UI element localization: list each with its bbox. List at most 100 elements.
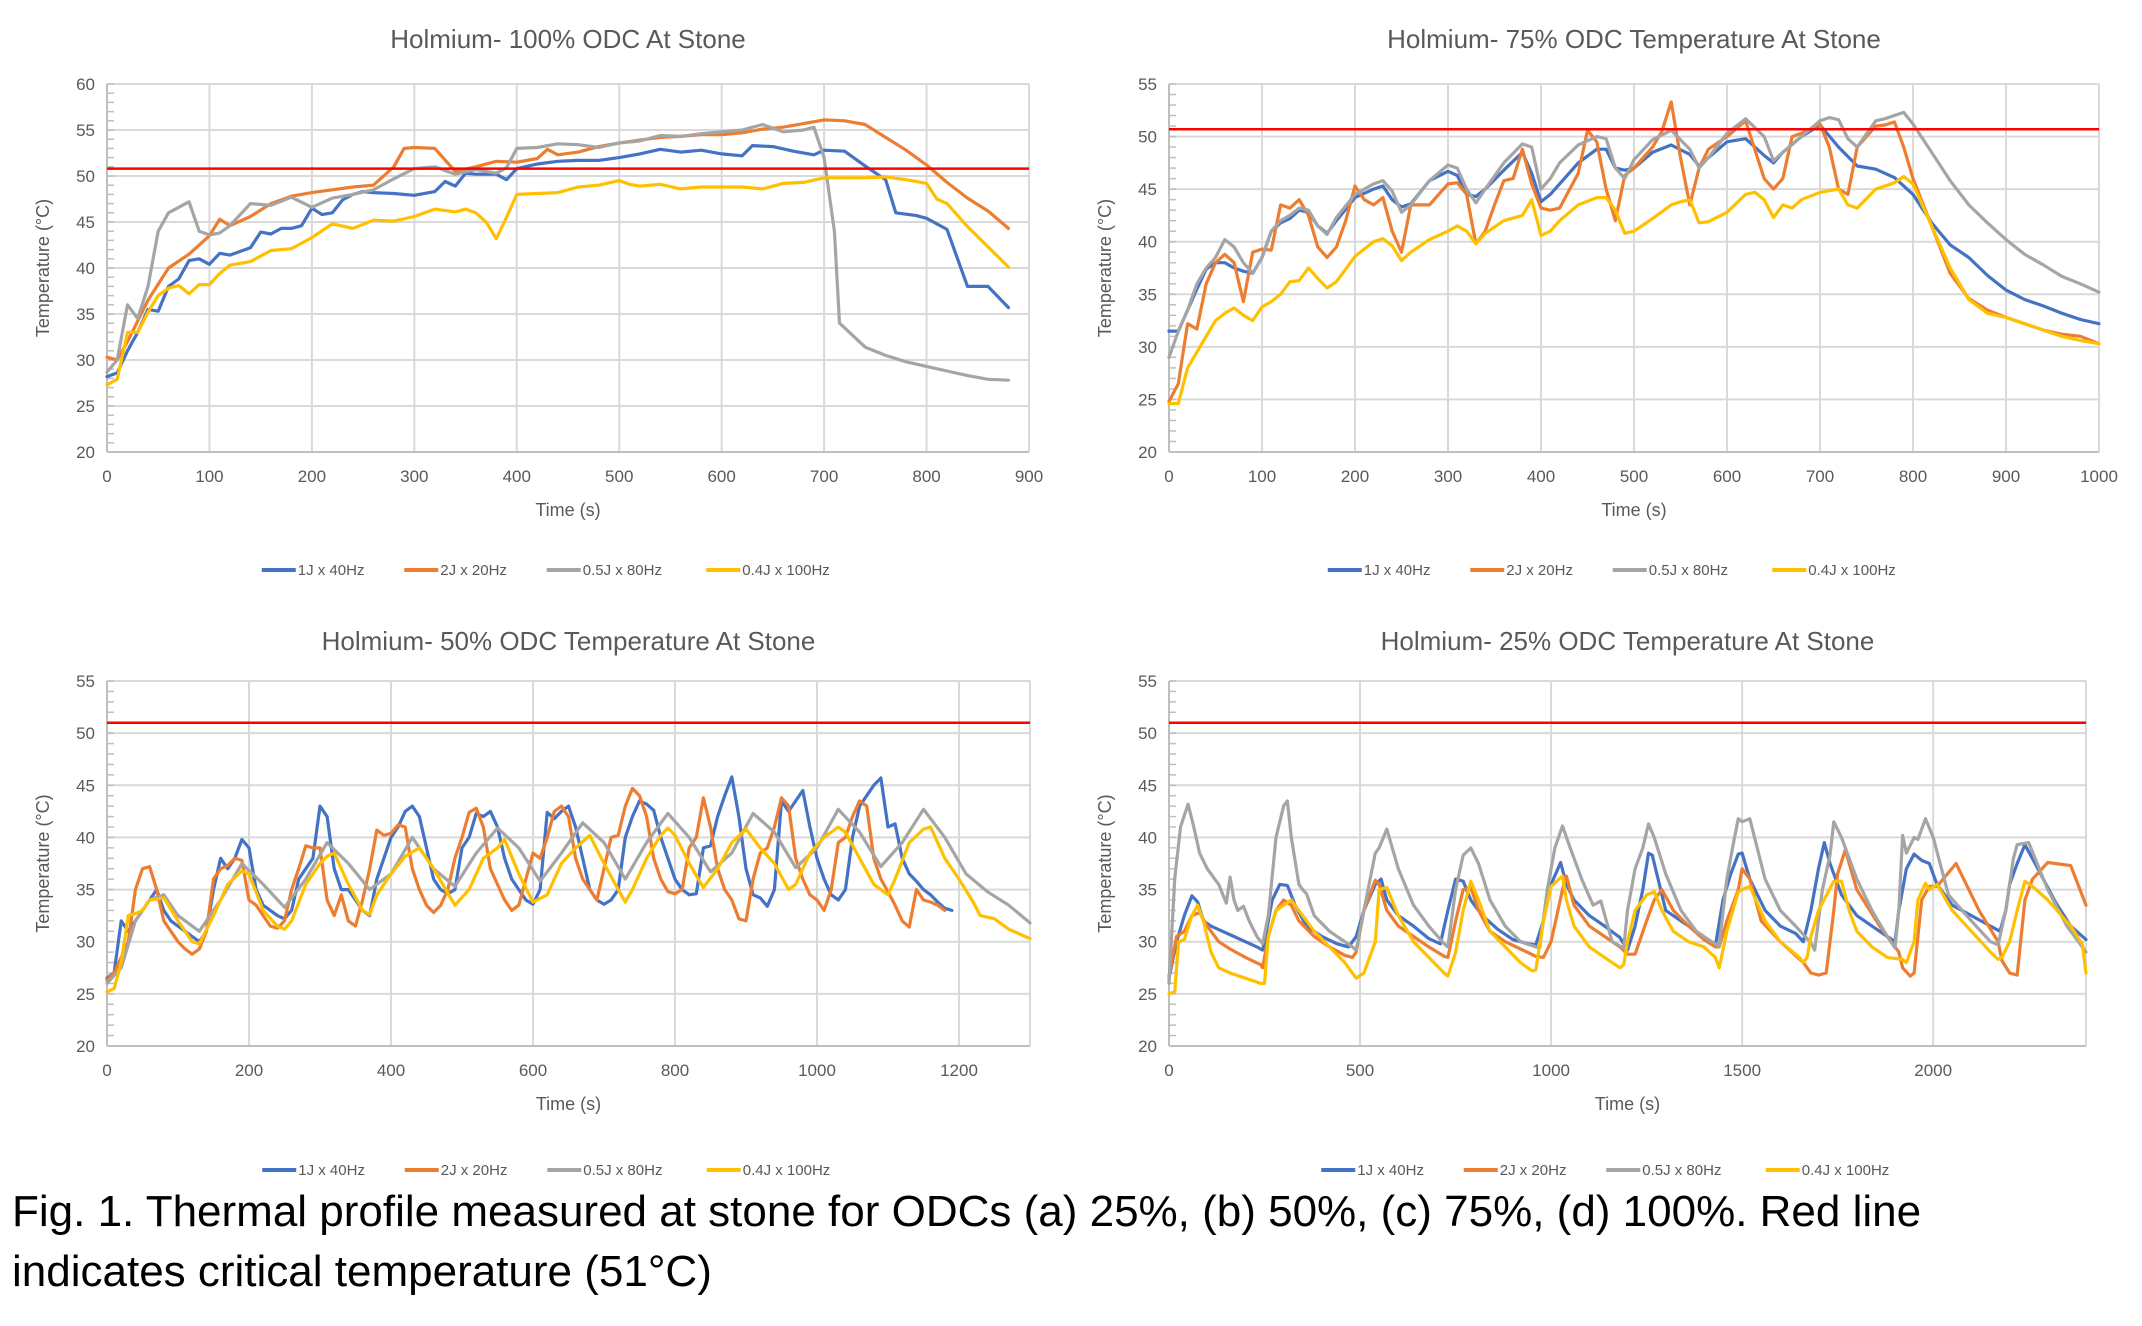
x-tick-label: 700 (1806, 467, 1834, 486)
legend-label: 1J x 40Hz (298, 1162, 365, 1179)
y-tick-label: 55 (76, 672, 95, 691)
x-tick-label: 1000 (798, 1061, 836, 1080)
y-tick-label: 30 (1138, 933, 1157, 952)
x-tick-label: 500 (1346, 1061, 1374, 1080)
chart-title: Holmium- 100% ODC At Stone (390, 24, 745, 54)
legend-label: 1J x 40Hz (1357, 1162, 1424, 1179)
legend-label: 0.5J x 80Hz (583, 562, 662, 579)
y-tick-label: 25 (1138, 390, 1157, 409)
legend-item-0-4j-x-100hz: 0.4J x 100Hz (706, 1162, 831, 1179)
x-tick-label: 0 (1164, 1061, 1173, 1080)
x-tick-label: 600 (519, 1061, 547, 1080)
x-tick-label: 1000 (1532, 1061, 1570, 1080)
y-tick-label: 35 (76, 305, 95, 324)
legend-item-2j-x-20hz: 2J x 20Hz (404, 562, 507, 579)
y-axis-label: Temperature (°C) (33, 199, 53, 337)
chart-50-odc-svg: Holmium- 50% ODC Temperature At Stone 20 2… (33, 626, 1032, 1179)
y-tick-label: 50 (1138, 724, 1157, 743)
chart-title: Holmium- 75% ODC Temperature At Stone (1387, 24, 1881, 54)
series-line-0-4j-x-100hz (105, 175, 1011, 387)
series-line-0-5j-x-80hz (1167, 110, 2101, 359)
y-tick-label: 40 (1138, 828, 1157, 847)
legend-item-2j-x-20hz: 2J x 20Hz (404, 1162, 508, 1179)
y-tick-label: 40 (76, 259, 95, 278)
y-tick-label: 50 (1138, 128, 1157, 147)
series-line-2j-x-20hz (1167, 848, 2088, 978)
legend-label: 1J x 40Hz (1364, 562, 1431, 579)
y-tick-label: 25 (76, 985, 95, 1004)
legend-label: 0.4J x 100Hz (1802, 1162, 1890, 1179)
y-tick-label: 20 (76, 1037, 95, 1056)
x-tick-label: 100 (195, 467, 223, 486)
legend-label: 0.5J x 80Hz (1649, 562, 1728, 579)
y-tick-label: 45 (76, 213, 95, 232)
legend-label: 0.4J x 100Hz (1808, 562, 1896, 579)
x-tick-label: 0 (1164, 467, 1173, 486)
y-tick-label: 45 (1138, 776, 1157, 795)
series-line-0-5j-x-80hz (105, 122, 1011, 382)
legend-item-0-4j-x-100hz: 0.4J x 100Hz (1772, 562, 1896, 579)
legend-label: 2J x 20Hz (1500, 1162, 1567, 1179)
x-tick-label: 0 (102, 1061, 111, 1080)
y-tick-label: 35 (1138, 285, 1157, 304)
y-tick-label: 20 (76, 443, 95, 462)
y-tick-label: 50 (76, 724, 95, 743)
legend-label: 0.4J x 100Hz (742, 562, 830, 579)
legend-label: 2J x 20Hz (1506, 562, 1573, 579)
x-axis-label: Time (s) (536, 1094, 601, 1114)
legend: 1J x 40Hz 2J x 20Hz 0.5J x 80Hz 0.4J x 100H… (261, 562, 830, 579)
series-line-2j-x-20hz (1167, 100, 2101, 404)
y-tick-label: 25 (1138, 985, 1157, 1004)
y-tick-label: 30 (76, 351, 95, 370)
legend-item-1j-x-40hz: 1J x 40Hz (261, 562, 365, 579)
y-tick-label: 20 (1138, 1037, 1157, 1056)
x-tick-label: 300 (400, 467, 428, 486)
chart-100-odc-svg: Holmium- 100% ODC At Stone 20 25 30 35 40 45 50… (33, 24, 1043, 579)
legend-item-0-5j-x-80hz: 0.5J x 80Hz (1606, 1162, 1721, 1179)
y-tick-label: 30 (76, 933, 95, 952)
y-axis-label: Temperature (°C) (33, 794, 53, 932)
x-tick-label: 900 (1992, 467, 2020, 486)
y-tick-label: 35 (76, 881, 95, 900)
y-tick-label: 50 (76, 167, 95, 186)
y-tick-label: 45 (1138, 180, 1157, 199)
legend: 1J x 40Hz 2J x 20Hz 0.5J x 80Hz 0.4J x 100H… (262, 1162, 830, 1179)
x-tick-label: 0 (102, 467, 111, 486)
y-axis-label: Temperature (°C) (1095, 199, 1115, 337)
chart-title: Holmium- 25% ODC Temperature At Stone (1381, 626, 1875, 656)
y-axis-label: Temperature (°C) (1095, 794, 1115, 932)
y-tick-label: 40 (1138, 233, 1157, 252)
y-tick-label: 55 (1138, 75, 1157, 94)
x-tick-label: 300 (1434, 467, 1462, 486)
legend-item-0-5j-x-80hz: 0.5J x 80Hz (547, 1162, 662, 1179)
legend-label: 2J x 20Hz (441, 1162, 508, 1179)
legend-item-0-4j-x-100hz: 0.4J x 100Hz (1765, 1162, 1890, 1179)
chart-title: Holmium- 50% ODC Temperature At Stone (322, 626, 816, 656)
legend-item-1j-x-40hz: 1J x 40Hz (1327, 562, 1431, 579)
series-line-0-5j-x-80hz (1167, 799, 2088, 986)
x-tick-label: 600 (707, 467, 735, 486)
legend-label: 0.5J x 80Hz (1642, 1162, 1721, 1179)
x-tick-label: 200 (298, 467, 326, 486)
x-tick-label: 400 (1527, 467, 1555, 486)
legend-label: 1J x 40Hz (298, 562, 365, 579)
legend-label: 0.5J x 80Hz (583, 1162, 662, 1179)
chart-50-odc: Holmium- 50% ODC Temperature At Stone 20 2… (33, 626, 1032, 1179)
series-line-0-4j-x-100hz (105, 825, 1032, 994)
x-tick-label: 1000 (2080, 467, 2118, 486)
x-tick-label: 400 (503, 467, 531, 486)
chart-75-odc: Holmium- 75% ODC Temperature At Stone 20 2… (0, 0, 2142, 600)
x-tick-label: 800 (1899, 467, 1927, 486)
x-tick-label: 400 (377, 1061, 405, 1080)
y-tick-label: 35 (1138, 881, 1157, 900)
series-line-1j-x-40hz (105, 775, 954, 980)
y-tick-label: 55 (76, 121, 95, 140)
y-tick-label: 45 (76, 776, 95, 795)
legend-label: 0.4J x 100Hz (743, 1162, 831, 1179)
x-axis-label: Time (s) (535, 500, 600, 520)
x-tick-label: 500 (1620, 467, 1648, 486)
y-tick-label: 40 (76, 828, 95, 847)
legend-item-0-5j-x-80hz: 0.5J x 80Hz (1612, 562, 1728, 579)
